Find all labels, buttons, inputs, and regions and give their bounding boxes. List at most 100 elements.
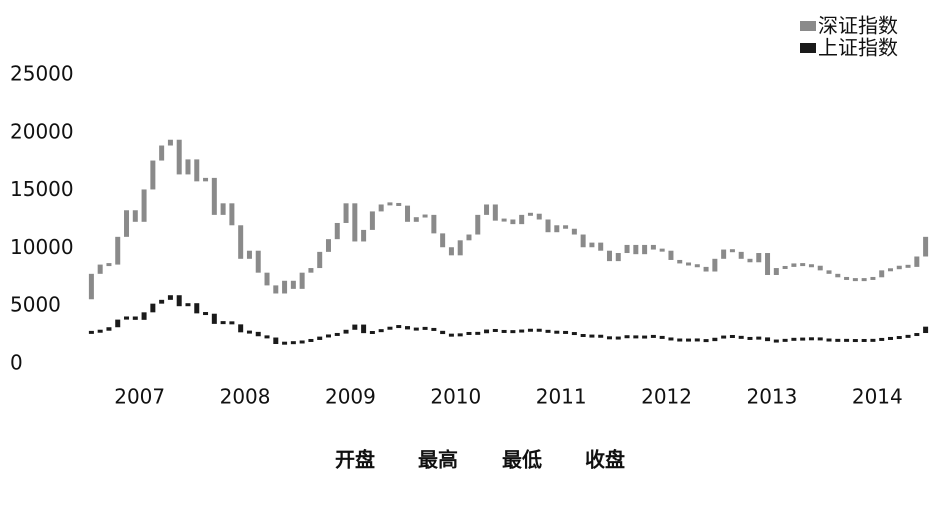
candle	[246, 330, 252, 334]
candle	[378, 204, 384, 212]
candle	[923, 326, 929, 334]
candle	[238, 225, 244, 259]
candle	[633, 244, 639, 255]
candle	[686, 262, 692, 266]
candle	[325, 334, 331, 338]
legend-swatch	[800, 43, 816, 53]
candle	[808, 337, 814, 341]
candle	[440, 233, 446, 248]
candle	[589, 242, 595, 248]
ohlc-label: 最低	[502, 448, 542, 472]
x-tick-label: 2014	[852, 385, 903, 409]
candle	[782, 338, 788, 342]
candle	[396, 202, 402, 206]
candle	[203, 312, 209, 316]
candle	[185, 303, 191, 307]
candle	[308, 268, 314, 273]
candle	[343, 203, 349, 223]
candle	[299, 272, 305, 289]
candle	[861, 338, 867, 342]
candle	[422, 214, 428, 218]
candle	[615, 253, 621, 262]
candle	[273, 285, 279, 294]
candle	[484, 329, 490, 334]
candle	[826, 270, 832, 274]
candle	[220, 203, 226, 215]
candle	[343, 329, 349, 334]
candle	[440, 330, 446, 335]
candle	[677, 259, 683, 264]
x-tick-label: 2007	[114, 385, 165, 409]
y-tick-label: 15000	[10, 177, 74, 201]
candle	[905, 334, 911, 338]
candle	[598, 242, 604, 251]
candle	[773, 339, 779, 343]
candle	[536, 328, 542, 332]
y-tick-label: 25000	[10, 62, 74, 86]
candle	[879, 337, 885, 341]
candle	[150, 303, 156, 313]
candle	[115, 319, 121, 328]
candle	[387, 202, 393, 206]
candle	[598, 334, 604, 338]
candle	[887, 336, 893, 340]
candle	[124, 316, 130, 320]
candle	[659, 335, 665, 339]
candle	[264, 335, 270, 339]
candle	[229, 321, 235, 325]
candle	[106, 263, 112, 267]
candle	[475, 331, 481, 335]
candle	[290, 280, 296, 289]
x-tick-label: 2009	[325, 385, 376, 409]
candle	[615, 336, 621, 340]
candle	[194, 303, 200, 314]
candle	[826, 338, 832, 342]
candle	[844, 338, 850, 342]
candle	[220, 321, 226, 325]
candle	[510, 219, 516, 225]
candle	[747, 336, 753, 340]
candle	[466, 234, 472, 241]
candle	[255, 331, 261, 337]
candle	[650, 244, 656, 250]
candle	[378, 329, 384, 333]
candle	[835, 338, 841, 342]
candle	[800, 263, 806, 267]
candle	[545, 219, 551, 233]
candle	[694, 264, 700, 268]
candle	[703, 339, 709, 343]
candle	[729, 249, 735, 253]
x-tick-label: 2012	[641, 385, 692, 409]
candle	[914, 256, 920, 267]
candle	[817, 337, 823, 341]
candle	[519, 329, 525, 333]
candle	[484, 204, 490, 215]
candle	[668, 250, 674, 260]
candle	[211, 313, 217, 324]
candle	[844, 276, 850, 280]
candle	[405, 205, 411, 222]
candle	[571, 332, 577, 336]
candle	[176, 139, 182, 175]
ohlc-label: 开盘	[335, 448, 375, 472]
candle	[677, 338, 683, 342]
candle	[659, 248, 665, 252]
candle	[194, 159, 200, 182]
candle	[835, 273, 841, 278]
candle	[422, 326, 428, 330]
candle	[159, 145, 165, 161]
candle	[721, 335, 727, 339]
candle	[167, 295, 173, 300]
candle	[519, 214, 525, 225]
candle	[642, 244, 648, 255]
candle	[255, 250, 261, 273]
candle	[527, 212, 533, 216]
candle	[448, 333, 454, 337]
candle	[738, 251, 744, 259]
y-tick-label: 5000	[10, 293, 61, 317]
candle	[150, 160, 156, 190]
candle	[571, 228, 577, 235]
candle	[765, 253, 771, 275]
candle	[501, 329, 507, 333]
x-tick-label: 2011	[536, 385, 587, 409]
